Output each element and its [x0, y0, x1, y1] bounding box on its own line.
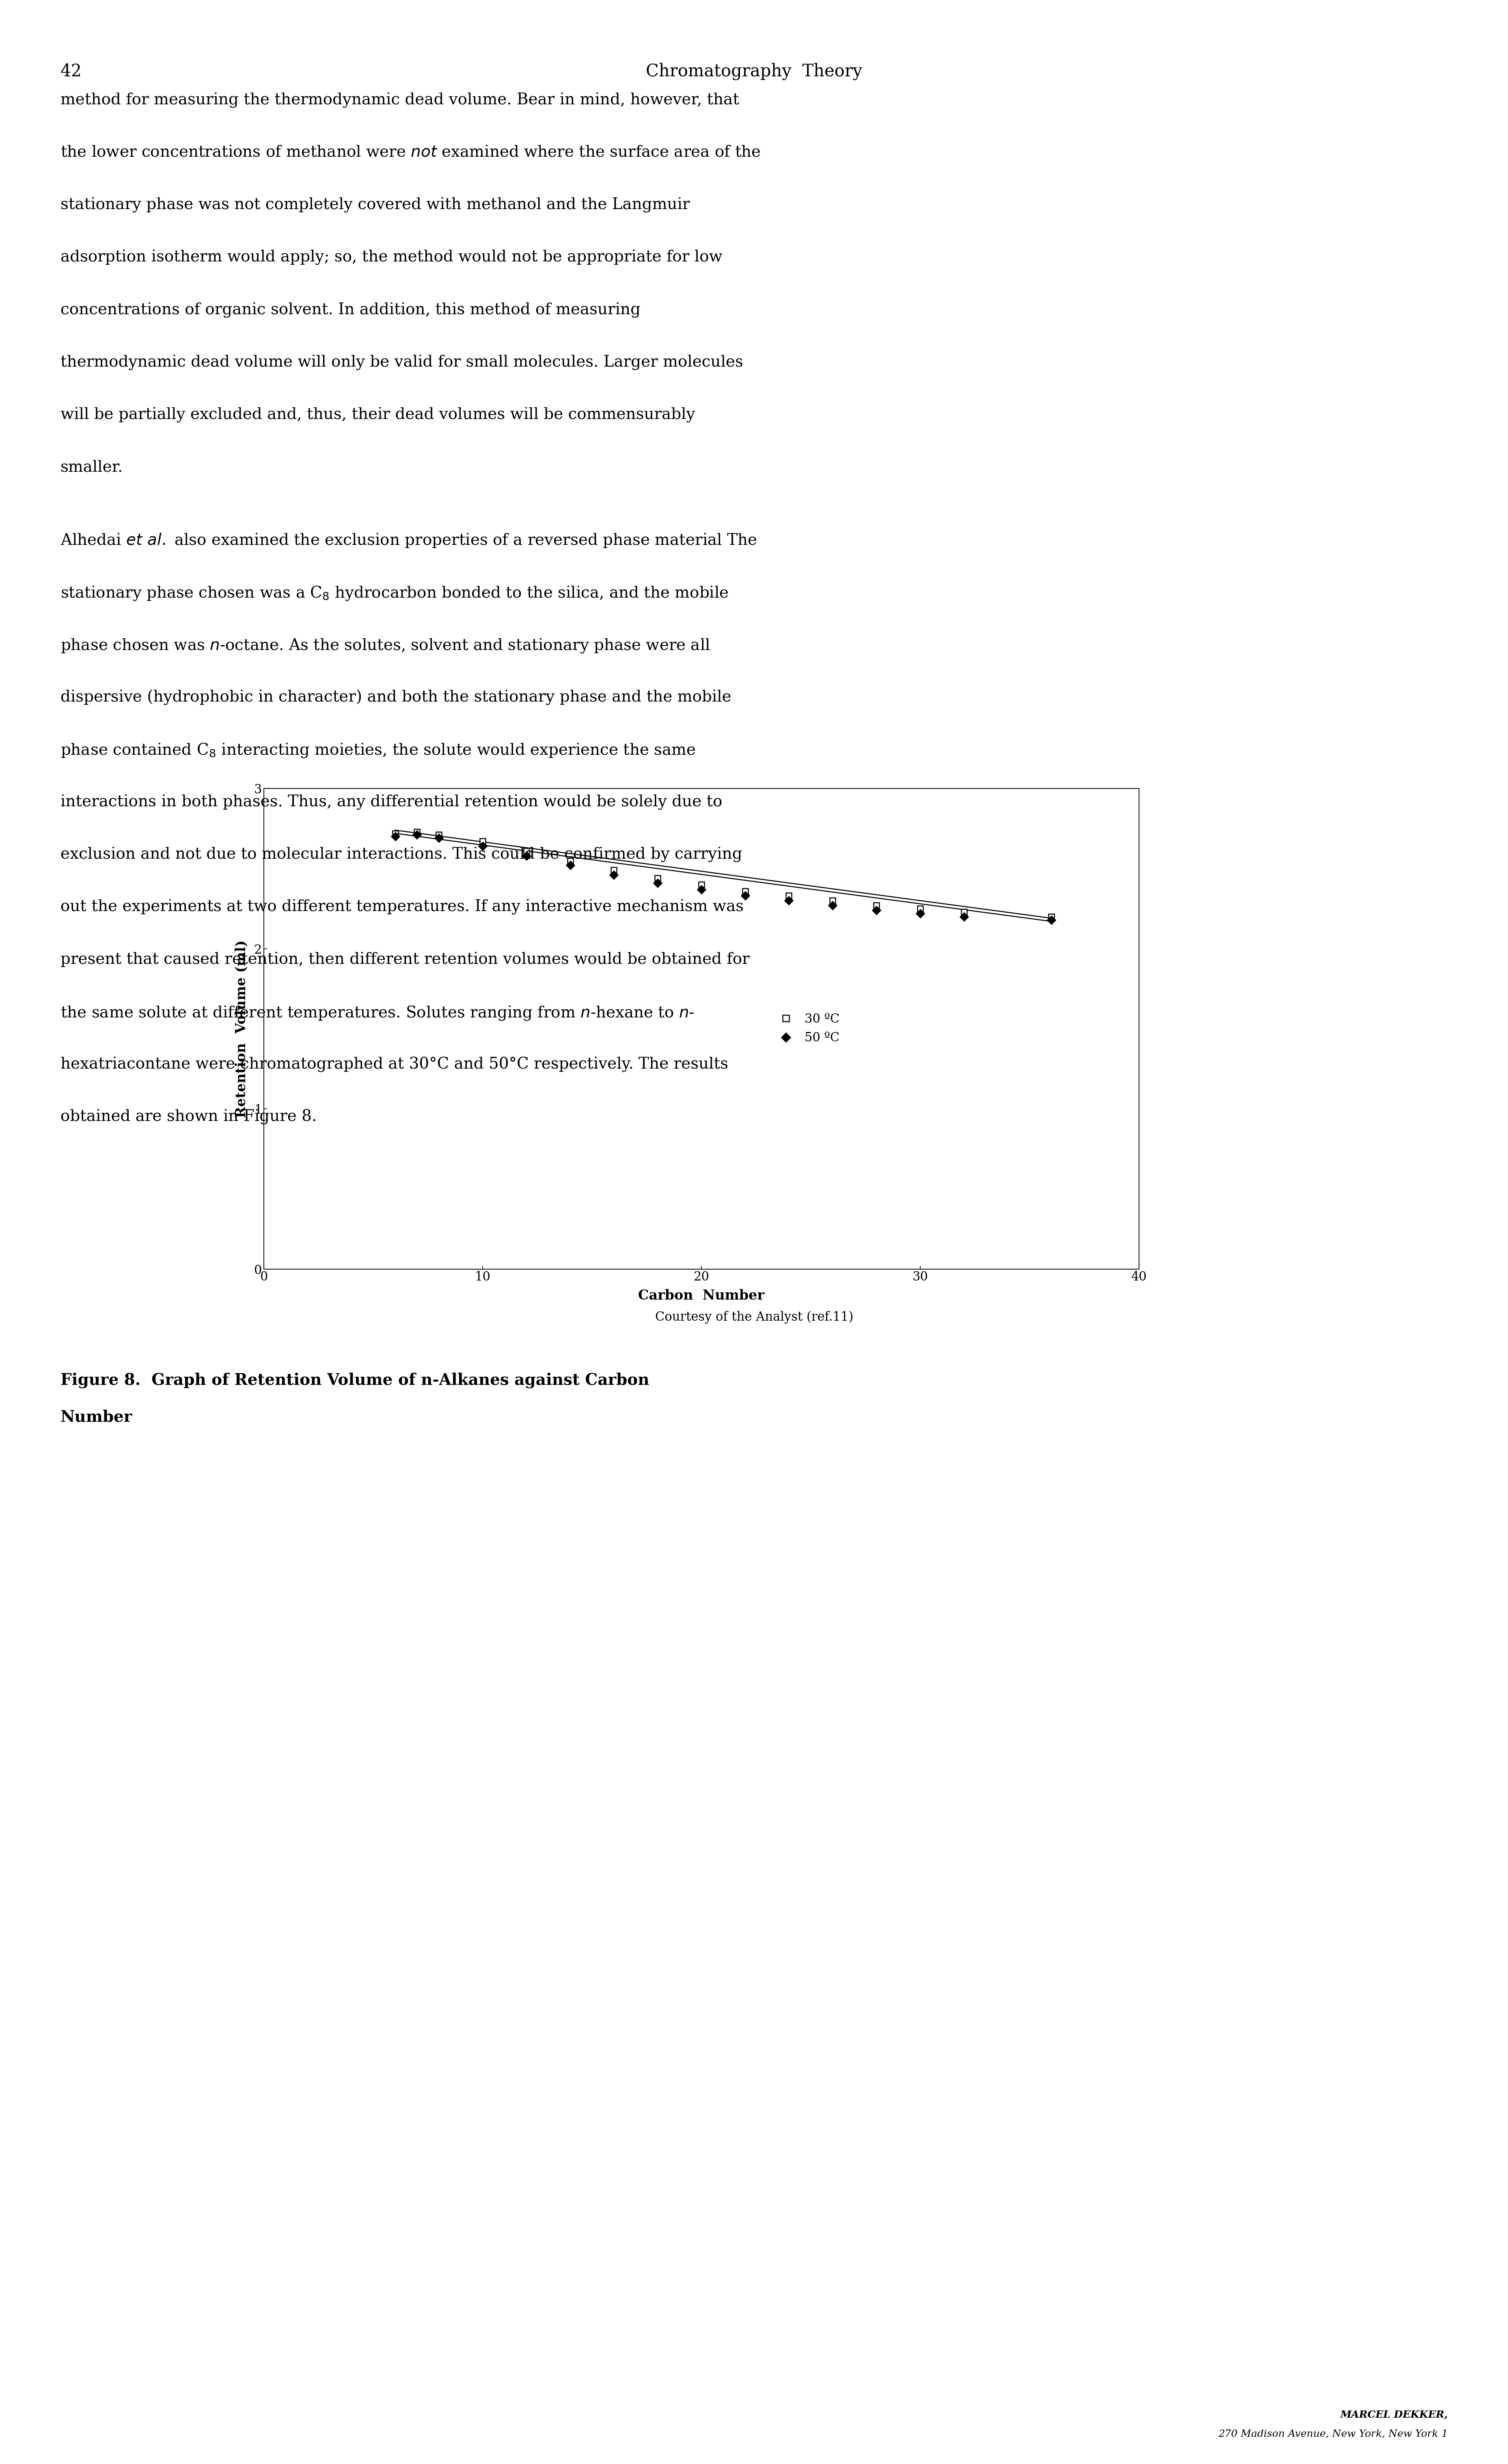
Text: the same solute at different temperatures. Solutes ranging from $\it{n}$-hexane : the same solute at different temperature…	[60, 1005, 694, 1023]
Text: exclusion and not due to molecular interactions. This could be confirmed by carr: exclusion and not due to molecular inter…	[60, 848, 742, 862]
X-axis label: Carbon  Number: Carbon Number	[638, 1289, 765, 1303]
Text: adsorption isotherm would apply; so, the method would not be appropriate for low: adsorption isotherm would apply; so, the…	[60, 249, 722, 266]
Text: will be partially excluded and, thus, their dead volumes will be commensurably: will be partially excluded and, thus, th…	[60, 407, 695, 424]
Text: MARCEL DEKKER,: MARCEL DEKKER,	[1341, 2410, 1448, 2420]
Text: phase chosen was $\it{n}$-octane. As the solutes, solvent and stationary phase w: phase chosen was $\it{n}$-octane. As the…	[60, 636, 710, 653]
Text: concentrations of organic solvent. In addition, this method of measuring: concentrations of organic solvent. In ad…	[60, 303, 641, 318]
Text: hexatriacontane were chromatographed at 30°C and 50°C respectively. The results: hexatriacontane were chromatographed at …	[60, 1057, 728, 1072]
Text: Number: Number	[60, 1409, 133, 1424]
Text: smaller.: smaller.	[60, 461, 124, 476]
Text: Figure 8.  Graph of Retention Volume of n-Alkanes against Carbon: Figure 8. Graph of Retention Volume of n…	[60, 1372, 648, 1387]
Text: dispersive (hydrophobic in character) and both the stationary phase and the mobi: dispersive (hydrophobic in character) an…	[60, 690, 731, 705]
Y-axis label: Retention  Volume (ml): Retention Volume (ml)	[235, 939, 249, 1119]
Text: method for measuring the thermodynamic dead volume. Bear in mind, however, that: method for measuring the thermodynamic d…	[60, 91, 739, 108]
Text: present that caused retention, then different retention volumes would be obtaine: present that caused retention, then diff…	[60, 951, 749, 966]
Text: 270 Madison Avenue, New York, New York 1: 270 Madison Avenue, New York, New York 1	[1218, 2430, 1448, 2439]
Legend: 30 ºC, 50 ºC: 30 ºC, 50 ºC	[768, 1008, 844, 1050]
Text: obtained are shown in Figure 8.: obtained are shown in Figure 8.	[60, 1109, 317, 1124]
Text: out the experiments at two different temperatures. If any interactive mechanism : out the experiments at two different tem…	[60, 899, 743, 914]
Text: phase contained C$_8$ interacting moieties, the solute would experience the same: phase contained C$_8$ interacting moieti…	[60, 742, 695, 759]
Text: 42: 42	[60, 64, 81, 79]
Text: Alhedai $\it{et\ al.}$ also examined the exclusion properties of a reversed phas: Alhedai $\it{et\ al.}$ also examined the…	[60, 532, 757, 549]
Text: stationary phase was not completely covered with methanol and the Langmuir: stationary phase was not completely cove…	[60, 197, 689, 212]
Text: Courtesy of the Analyst (ref.11): Courtesy of the Analyst (ref.11)	[654, 1311, 854, 1323]
Text: stationary phase chosen was a C$_8$ hydrocarbon bonded to the silica, and the mo: stationary phase chosen was a C$_8$ hydr…	[60, 584, 728, 601]
Text: Chromatography  Theory: Chromatography Theory	[645, 64, 863, 81]
Text: interactions in both phases. Thus, any differential retention would be solely du: interactions in both phases. Thus, any d…	[60, 793, 722, 811]
Text: thermodynamic dead volume will only be valid for small molecules. Larger molecul: thermodynamic dead volume will only be v…	[60, 355, 743, 370]
Text: the lower concentrations of methanol were $\it{not}$ examined where the surface : the lower concentrations of methanol wer…	[60, 145, 760, 160]
